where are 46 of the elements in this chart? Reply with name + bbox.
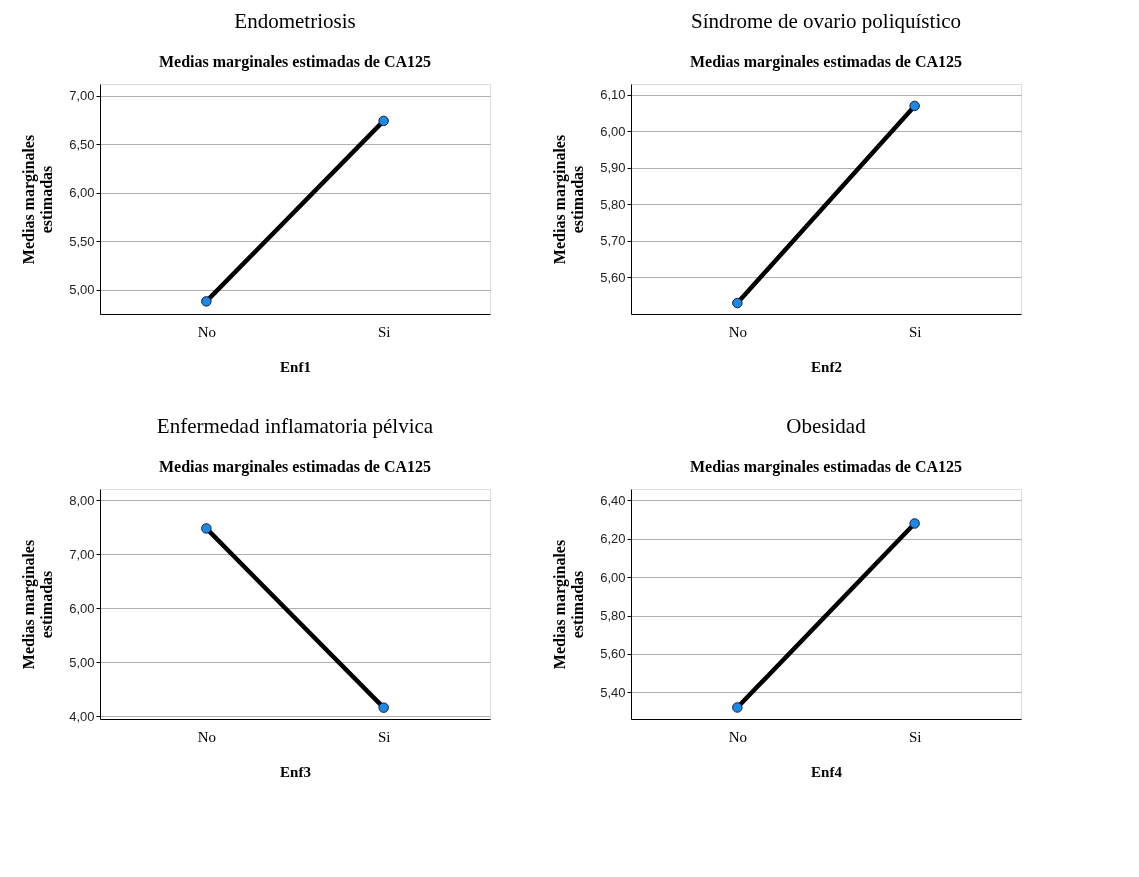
- chart-title: Obesidad: [786, 414, 867, 438]
- x-axis-title: Enf2: [811, 358, 842, 375]
- y-axis-title: Medias marginales estimadas: [20, 539, 56, 670]
- y-tick-label: 8,00: [69, 492, 95, 508]
- y-axis-title: Medias marginales estimadas: [551, 539, 587, 670]
- y-tick-label: 5,60: [600, 646, 626, 662]
- y-tick-label: 5,50: [69, 233, 95, 249]
- chart-subtitle: Medias marginales estimadas de CA125: [690, 53, 962, 71]
- y-tick-label: 6,40: [600, 493, 626, 508]
- y-tick-label: 4,00: [69, 708, 95, 724]
- y-tick-label: 5,80: [600, 196, 626, 212]
- y-tick-label: 5,00: [69, 282, 95, 298]
- y-tick-label: 5,60: [600, 269, 626, 285]
- x-tick-label: Si: [377, 728, 391, 745]
- y-tick-label: 6,20: [600, 531, 626, 547]
- y-tick-label: 6,10: [600, 87, 626, 103]
- x-tick-label: No: [197, 728, 217, 745]
- chart-subtitle: Medias marginales estimadas de CA125: [690, 458, 962, 476]
- x-axis-title: Enf1: [280, 358, 311, 375]
- y-tick-label: 7,00: [69, 546, 95, 562]
- chart-title: Enfermedad inflamatoria pélvica: [156, 414, 434, 438]
- y-tick-label: 6,00: [69, 185, 95, 201]
- y-tick-label: 6,00: [600, 569, 626, 585]
- y-tick-label: 5,40: [600, 684, 626, 700]
- chart-subtitle: Medias marginales estimadas de CA125: [159, 53, 431, 71]
- x-tick-label: Si: [908, 323, 922, 340]
- x-tick-label: No: [197, 323, 217, 340]
- x-axis-title: Enf4: [811, 763, 843, 780]
- y-tick-label: 5,80: [600, 608, 626, 623]
- chart-subtitle: Medias marginales estimadas de CA125: [159, 458, 431, 476]
- x-tick-label: Si: [908, 728, 922, 745]
- chart-title: Endometriosis: [234, 9, 356, 33]
- y-axis-title: Medias marginales estimadas: [551, 134, 587, 265]
- x-tick-label: No: [728, 728, 748, 745]
- x-tick-label: Si: [377, 323, 391, 340]
- y-tick-label: 5,90: [600, 160, 626, 176]
- x-tick-label: No: [728, 323, 748, 340]
- x-axis-title: Enf3: [280, 763, 311, 780]
- y-axis-title: Medias marginales estimadas: [20, 134, 56, 265]
- y-tick-label: 7,00: [69, 88, 95, 104]
- y-tick-label: 6,50: [69, 136, 95, 152]
- y-tick-label: 6,00: [600, 123, 626, 139]
- y-tick-label: 5,70: [600, 233, 626, 249]
- chart-title: Síndrome de ovario poliquístico: [690, 9, 962, 33]
- y-tick-label: 6,00: [69, 600, 95, 616]
- y-tick-label: 5,00: [69, 654, 95, 670]
